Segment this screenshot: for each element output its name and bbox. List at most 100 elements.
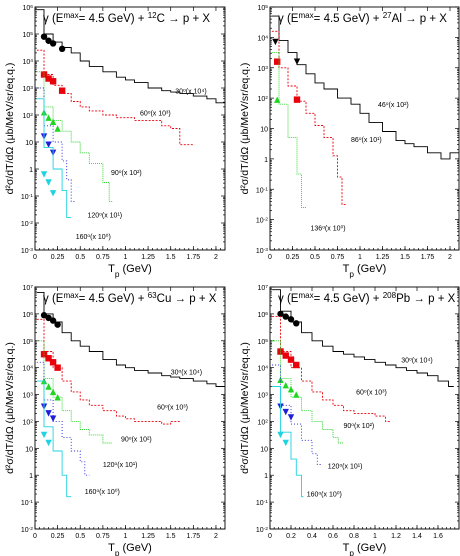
chart-title: γ (Emax= 4.5 GeV) + 27Al → p + X: [278, 11, 447, 26]
data-point-30: [49, 317, 57, 324]
y-tick-label: 10-3: [256, 247, 268, 256]
series-line-60: [36, 49, 194, 146]
data-point-60: [45, 355, 52, 362]
data-point-60: [282, 352, 289, 359]
chart-title: γ (Emax= 4.5 GeV) + 63Cu → p + X: [43, 291, 217, 306]
series-line-136: [271, 52, 306, 208]
y-tick-label: 10: [260, 127, 268, 134]
chart-panel-2: 10-3 10-2 10-1 1 10 102 103 104 105 0 0.25 0.5 0.75 1…: [239, 4, 460, 279]
y-tick-label: 1: [29, 167, 33, 174]
data-point-60: [49, 78, 57, 85]
x-tick-label: 1.6: [433, 533, 443, 540]
data-point-30: [40, 33, 48, 40]
x-tick-label: 0.6: [328, 533, 338, 540]
data-point-60: [277, 348, 284, 355]
x-tick-label: 1: [124, 533, 128, 540]
y-tick-label: 10-2: [21, 220, 33, 229]
data-point-90: [287, 385, 295, 393]
x-axis-label: Tp (GeV): [108, 263, 152, 279]
y-tick-label: 102: [257, 418, 268, 427]
x-tick-label: 1.25: [376, 254, 390, 261]
series-line-120: [36, 361, 90, 476]
y-tick-label: 10-1: [256, 499, 268, 508]
y-tick-label: 10-1: [21, 499, 33, 508]
data-point-86: [293, 96, 301, 103]
y-tick-label: 106: [22, 4, 33, 13]
series-label-30: 30o(x 10⁴): [175, 88, 206, 96]
data-point-90: [45, 114, 52, 121]
x-tick-label: 1.5: [166, 254, 176, 261]
y-tick-label: 106: [257, 310, 268, 319]
series-label-136: 136o(x 10⁰): [311, 224, 346, 232]
y-tick-label: 107: [257, 284, 268, 293]
x-tick-label: 2: [214, 533, 218, 540]
y-tick-label: 10: [25, 446, 33, 453]
series-label-60: 60o(x 10³): [356, 389, 387, 397]
data-point-30: [287, 316, 295, 323]
data-point-60: [58, 87, 66, 94]
series-group: [36, 9, 225, 219]
plot-frame: [269, 286, 460, 530]
x-tick-label: 0.75: [96, 254, 110, 261]
y-tick-label: 105: [257, 4, 268, 13]
data-point-160: [277, 431, 284, 439]
data-point-90: [277, 376, 284, 383]
x-tick-label: 0: [33, 533, 37, 540]
x-tick-label: 1.4: [412, 533, 422, 540]
y-tick-label: 104: [257, 364, 268, 373]
data-point-90: [293, 391, 300, 398]
data-point-30: [293, 320, 300, 327]
chart-panel-4: 10-2 10-1 1 10 102 103 104 105 106 107 0 0.2 0.4 0.6 0…: [239, 284, 460, 556]
y-axis-label: d²σ/dT/dΩ (μb/MeV/sr/eq.q.): [4, 63, 16, 195]
series-label-30: 30o(x 10⁴): [401, 357, 432, 365]
y-tick-label: 10-2: [256, 526, 268, 535]
data-point-60: [287, 356, 295, 363]
x-tick-label: 1: [358, 254, 362, 261]
x-tick-label: 0.4: [307, 533, 317, 540]
x-tick-label: 2: [448, 254, 452, 261]
y-tick-label: 103: [257, 64, 268, 73]
series-label-86: 86o(x 10¹): [351, 137, 382, 145]
y-tick-label: 105: [22, 31, 33, 40]
series-label-60: 60o(x 10³): [157, 404, 188, 412]
data-point-160: [49, 190, 57, 197]
x-tick-label: 0.5: [75, 533, 85, 540]
data-point-90: [49, 388, 57, 396]
data-point-30: [282, 313, 289, 320]
x-tick-label: 0.8: [349, 533, 359, 540]
y-tick-label: 1: [29, 473, 33, 480]
x-axis-label: Tp (GeV): [343, 263, 387, 279]
data-point-136: [274, 96, 281, 103]
data-point-160: [45, 439, 52, 447]
x-tick-label: 0.2: [286, 533, 296, 540]
data-point-120: [287, 414, 295, 421]
y-tick-label: 102: [22, 112, 33, 121]
x-tick-label: 1: [373, 533, 377, 540]
series-line-30: [272, 289, 454, 387]
series-label-120: 120o(x 10¹): [87, 212, 122, 220]
data-point-120: [282, 408, 289, 416]
x-tick-label: 0: [268, 254, 272, 261]
y-tick-label: 10: [25, 140, 33, 147]
plot-frame: [269, 6, 460, 251]
y-tick-label: 104: [257, 34, 268, 43]
data-point-60: [40, 71, 48, 78]
x-tick-label: 1.5: [400, 254, 410, 261]
series-line-30: [36, 291, 225, 387]
x-tick-label: 1.5: [166, 533, 176, 540]
x-axis-label: Tp (GeV): [343, 542, 387, 556]
series-label-90: 90o(x 10²): [111, 169, 142, 177]
y-tick-label: 10-1: [21, 193, 33, 202]
series-label-46: 46o(x 10²): [378, 102, 409, 110]
plot-frame: [34, 6, 226, 251]
series-line-120: [272, 364, 323, 465]
x-tick-label: 1.75: [187, 533, 201, 540]
data-point-60: [49, 359, 57, 366]
data-point-120: [49, 415, 57, 422]
y-tick-label: 103: [257, 391, 268, 400]
data-point-120: [45, 141, 52, 148]
x-tick-label: 0: [33, 254, 37, 261]
y-axis-label: d²σ/dT/dΩ (μb/MeV/sr/eq.q.): [239, 342, 251, 474]
y-tick-label: 104: [22, 58, 33, 67]
